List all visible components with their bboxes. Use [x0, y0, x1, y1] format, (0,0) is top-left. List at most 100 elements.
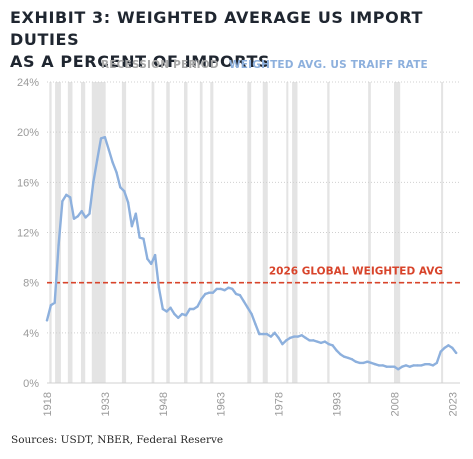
- data-point-0-58: [269, 335, 273, 338]
- data-point-0-14: [99, 137, 103, 140]
- data-point-0-21: [126, 201, 130, 204]
- x-tick-label-1: 1933: [100, 392, 112, 416]
- data-point-0-24: [138, 236, 141, 239]
- data-point-0-73: [327, 342, 330, 346]
- data-point-0-71: [319, 341, 323, 345]
- y-tick-label-5: 20%: [17, 127, 39, 139]
- data-point-0-106: [454, 351, 458, 355]
- recession-band-18: [441, 82, 444, 383]
- data-point-0-68: [308, 339, 311, 342]
- data-point-0-60: [277, 336, 280, 340]
- data-point-0-37: [188, 307, 192, 311]
- recession-band-11: [247, 82, 252, 383]
- data-point-0-57: [265, 332, 269, 336]
- data-point-0-36: [184, 314, 188, 317]
- data-point-0-72: [323, 340, 327, 343]
- data-point-0-89: [389, 365, 392, 368]
- data-point-0-91: [397, 368, 400, 371]
- data-point-0-32: [169, 306, 172, 309]
- data-point-0-54: [254, 322, 257, 326]
- recession-band-17: [393, 82, 401, 383]
- data-point-0-98: [424, 362, 427, 366]
- data-point-0-25: [142, 237, 145, 240]
- legend-item-recession-period: RECESSION PERIOD: [101, 59, 219, 71]
- data-point-0-4: [61, 199, 64, 203]
- data-point-0-40: [200, 297, 203, 301]
- tariff-line-chart: 0% 4% 8% 12% 16% 20% 24% 1918 1933 1948 1963 1978 19…: [17, 77, 460, 416]
- data-point-0-102: [439, 350, 442, 353]
- data-point-0-17: [111, 161, 114, 164]
- recession-band-12: [262, 82, 268, 383]
- data-point-0-96: [416, 364, 419, 367]
- data-point-0-104: [447, 344, 450, 347]
- data-point-0-31: [165, 310, 168, 313]
- data-point-0-44: [215, 287, 219, 291]
- recession-band-5: [121, 82, 127, 383]
- data-point-0-28: [153, 253, 157, 257]
- data-point-0-52: [246, 306, 249, 309]
- data-point-0-34: [177, 316, 180, 319]
- data-point-0-105: [451, 346, 454, 350]
- data-point-0-55: [258, 332, 261, 336]
- data-point-0-35: [180, 312, 184, 316]
- recession-band-14: [292, 82, 298, 383]
- data-point-0-1: [49, 304, 53, 307]
- data-point-0-7: [72, 217, 76, 220]
- data-point-0-10: [84, 216, 87, 219]
- data-point-0-47: [227, 286, 230, 289]
- data-point-0-6: [68, 196, 72, 199]
- data-point-0-18: [115, 171, 118, 174]
- data-point-0-100: [431, 364, 435, 367]
- recession-band-15: [327, 82, 330, 383]
- data-point-0-64: [292, 335, 296, 338]
- data-point-0-53: [250, 312, 253, 316]
- data-point-0-101: [435, 361, 439, 365]
- data-point-0-51: [242, 300, 246, 303]
- data-point-0-70: [315, 340, 319, 343]
- data-point-0-48: [231, 287, 234, 291]
- data-point-0-8: [76, 214, 80, 218]
- data-point-0-29: [157, 286, 161, 289]
- chart-title: EXHIBIT 3: WEIGHTED AVERAGE US IMPORT DU…: [10, 7, 470, 73]
- data-point-0-78: [346, 356, 350, 360]
- data-point-0-50: [238, 294, 242, 297]
- x-tick-label-3: 1963: [216, 392, 228, 416]
- data-point-0-46: [223, 288, 226, 292]
- data-point-0-13: [95, 158, 99, 161]
- data-point-0-74: [331, 344, 334, 347]
- data-point-0-45: [219, 287, 222, 291]
- data-point-0-20: [122, 189, 126, 193]
- data-point-0-66: [300, 334, 303, 337]
- data-point-0-2: [53, 301, 56, 304]
- data-point-0-92: [400, 365, 404, 368]
- data-point-0-97: [420, 364, 423, 367]
- data-point-0-67: [304, 336, 307, 340]
- data-point-0-82: [362, 361, 365, 365]
- data-point-0-12: [92, 181, 95, 184]
- data-point-0-33: [173, 312, 176, 316]
- data-point-0-19: [119, 186, 122, 189]
- data-point-0-83: [366, 360, 369, 363]
- data-point-0-75: [335, 349, 338, 352]
- recession-band-7: [166, 82, 170, 383]
- data-point-0-15: [103, 135, 107, 139]
- data-point-0-103: [443, 346, 446, 350]
- data-point-0-93: [404, 364, 408, 367]
- legend-item-tariff-rate: WEIGHTED AVG. US TRAIFF RATE: [229, 59, 428, 71]
- recession-band-1: [55, 82, 61, 383]
- data-point-0-85: [373, 362, 377, 366]
- data-point-0-11: [88, 212, 91, 215]
- data-point-0-26: [146, 257, 149, 261]
- chart-title-line-1: EXHIBIT 3: WEIGHTED AVERAGE US IMPORT DU…: [10, 8, 424, 49]
- recession-band-9: [199, 82, 203, 383]
- data-point-0-0: [45, 319, 49, 322]
- recession-band-16: [368, 82, 371, 383]
- data-point-0-84: [370, 361, 373, 365]
- data-point-0-88: [385, 365, 388, 368]
- y-tick-label-6: 24%: [17, 77, 39, 89]
- data-point-0-41: [204, 292, 207, 296]
- data-point-0-79: [350, 357, 354, 361]
- recession-band-2: [67, 82, 73, 383]
- data-point-0-87: [381, 364, 385, 367]
- y-tick-label-1: 4%: [23, 328, 39, 340]
